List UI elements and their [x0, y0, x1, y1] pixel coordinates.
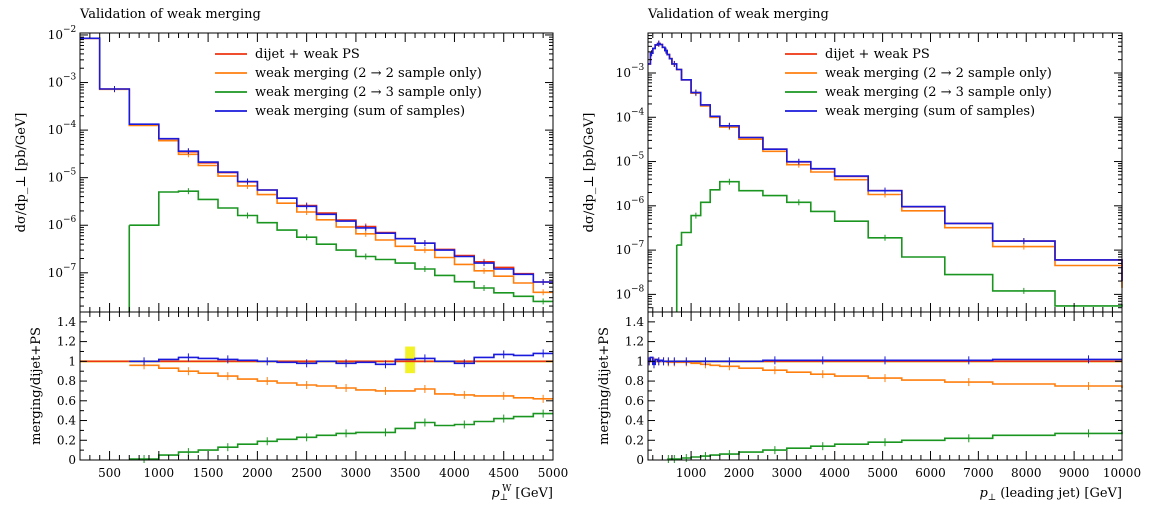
ratio-line-4 — [648, 356, 1122, 366]
x-tick-label: 4000 — [819, 466, 850, 480]
ratio-y-tick-label: 0.4 — [625, 414, 644, 428]
legend-entry-3: weak merging (2 → 3 sample only) — [255, 85, 482, 100]
ratio-line-2 — [129, 364, 553, 400]
ratio-line-3 — [667, 431, 1123, 460]
ratio-y-tick-label: 1.2 — [57, 335, 76, 349]
y-tick-label: 10 — [616, 110, 631, 124]
y-tick-label: 10 — [616, 199, 631, 213]
x-tick-label: 5000 — [538, 466, 569, 480]
x-tick-label: 2000 — [242, 466, 273, 480]
y-tick-exponent: −3 — [63, 73, 77, 83]
y-tick-label: 10 — [48, 76, 63, 90]
series-line-3 — [129, 190, 553, 303]
chart-title: Validation of weak merging — [79, 7, 261, 22]
x-tick-label: 3500 — [390, 466, 421, 480]
x-axis-label: p⊥W [GeV] — [491, 484, 553, 503]
x-tick-label: 7000 — [963, 466, 994, 480]
y-tick-exponent: −5 — [63, 168, 77, 178]
ratio-line-4 — [129, 352, 553, 366]
legend-entry-4: weak merging (sum of samples) — [825, 104, 1035, 119]
x-tick-label: 10000 — [1103, 466, 1141, 480]
legend-entry-1: dijet + weak PS — [825, 47, 930, 62]
y-tick-label: 10 — [48, 171, 63, 185]
x-axis-label-symbol: p — [979, 486, 988, 501]
ratio-y-tick-label: 0.6 — [625, 394, 644, 408]
series-line-3 — [676, 180, 1123, 307]
ratio-y-tick-label: 1.2 — [625, 335, 644, 349]
ratio-y-tick-label: 0 — [68, 453, 76, 467]
y-tick-exponent: −6 — [631, 196, 645, 206]
x-tick-label: 1000 — [144, 466, 175, 480]
x-tick-label: 5000 — [867, 466, 898, 480]
y-tick-label: 10 — [616, 243, 631, 257]
y-tick-label: 10 — [616, 155, 631, 169]
y-tick-exponent: −7 — [631, 240, 645, 250]
y-tick-label: 10 — [48, 123, 63, 137]
x-tick-label: 4000 — [439, 466, 470, 480]
ratio-y-tick-label: 1 — [636, 354, 644, 368]
ratio-plot-frame — [647, 311, 1123, 461]
ratio-y-tick-label: 0.8 — [625, 374, 644, 388]
x-tick-label: 3000 — [341, 466, 372, 480]
y-tick-exponent: −5 — [631, 152, 645, 162]
series-line-4 — [80, 37, 553, 283]
x-axis-label-unit: [GeV] — [515, 486, 553, 501]
x-axis-label-unit: (leading jet) [GeV] — [1000, 486, 1122, 501]
x-axis-label-subscript: ⊥ — [500, 493, 508, 503]
x-tick-label: 2500 — [291, 466, 322, 480]
x-tick-label: 3000 — [772, 466, 803, 480]
y-tick-exponent: −4 — [63, 120, 77, 130]
ratio-y-tick-label: 0 — [636, 453, 644, 467]
y-tick-exponent: −8 — [631, 284, 645, 294]
legend-entry-2: weak merging (2 → 2 sample only) — [255, 66, 482, 81]
ratio-y-tick-label: 0.8 — [57, 374, 76, 388]
y-tick-label: 10 — [616, 287, 631, 301]
y-tick-label: 10 — [616, 66, 631, 80]
x-tick-label: 9000 — [1059, 466, 1090, 480]
ratio-axis-label: merging/dijet+PS — [29, 327, 44, 445]
y-tick-exponent: −2 — [63, 25, 76, 35]
chart-panel-2: Validation of weak merging10−310−410−510… — [582, 7, 1141, 503]
legend-entry-4: weak merging (sum of samples) — [255, 104, 465, 119]
chart-title: Validation of weak merging — [647, 7, 829, 22]
ratio-axis-label: merging/dijet+PS — [597, 327, 612, 445]
x-tick-label: 1000 — [676, 466, 707, 480]
ratio-y-tick-label: 0.2 — [625, 433, 644, 447]
y-tick-exponent: −6 — [63, 215, 77, 225]
ratio-y-tick-label: 1.4 — [625, 315, 644, 329]
legend-entry-3: weak merging (2 → 3 sample only) — [825, 85, 1052, 100]
x-axis-label: p⊥ (leading jet) [GeV] — [979, 486, 1122, 503]
y-tick-exponent: −3 — [631, 63, 645, 73]
ratio-y-tick-label: 0.2 — [57, 433, 76, 447]
y-tick-label: 10 — [48, 266, 63, 280]
y-tick-exponent: −7 — [63, 263, 77, 273]
x-tick-label: 6000 — [915, 466, 946, 480]
ratio-y-tick-label: 1.4 — [57, 315, 76, 329]
x-tick-label: 1500 — [193, 466, 224, 480]
ratio-y-tick-label: 1 — [68, 354, 76, 368]
y-tick-exponent: −4 — [631, 107, 645, 117]
x-tick-label: 8000 — [1011, 466, 1042, 480]
series-line-4 — [648, 42, 1123, 282]
ratio-line-3 — [129, 412, 553, 460]
x-tick-label: 4500 — [488, 466, 519, 480]
y-tick-label: 10 — [48, 28, 63, 42]
y-axis-label: dσ/dp_⊥ [pb/GeV] — [582, 113, 597, 233]
chart-panel-1: Validation of weak merging10−210−310−410… — [14, 7, 568, 503]
x-axis-label-superscript: W — [502, 484, 512, 494]
y-axis-label: dσ/dp_⊥ [pb/GeV] — [14, 113, 29, 233]
legend-entry-1: dijet + weak PS — [255, 47, 360, 62]
x-axis-label-symbol: p — [491, 486, 500, 501]
x-axis-label-subscript: ⊥ — [988, 493, 996, 503]
x-tick-label: 500 — [98, 466, 121, 480]
legend-entry-2: weak merging (2 → 2 sample only) — [825, 66, 1052, 81]
x-tick-label: 2000 — [724, 466, 755, 480]
ratio-y-tick-label: 0.4 — [57, 414, 76, 428]
ratio-y-tick-label: 0.6 — [57, 394, 76, 408]
y-tick-label: 10 — [48, 218, 63, 232]
